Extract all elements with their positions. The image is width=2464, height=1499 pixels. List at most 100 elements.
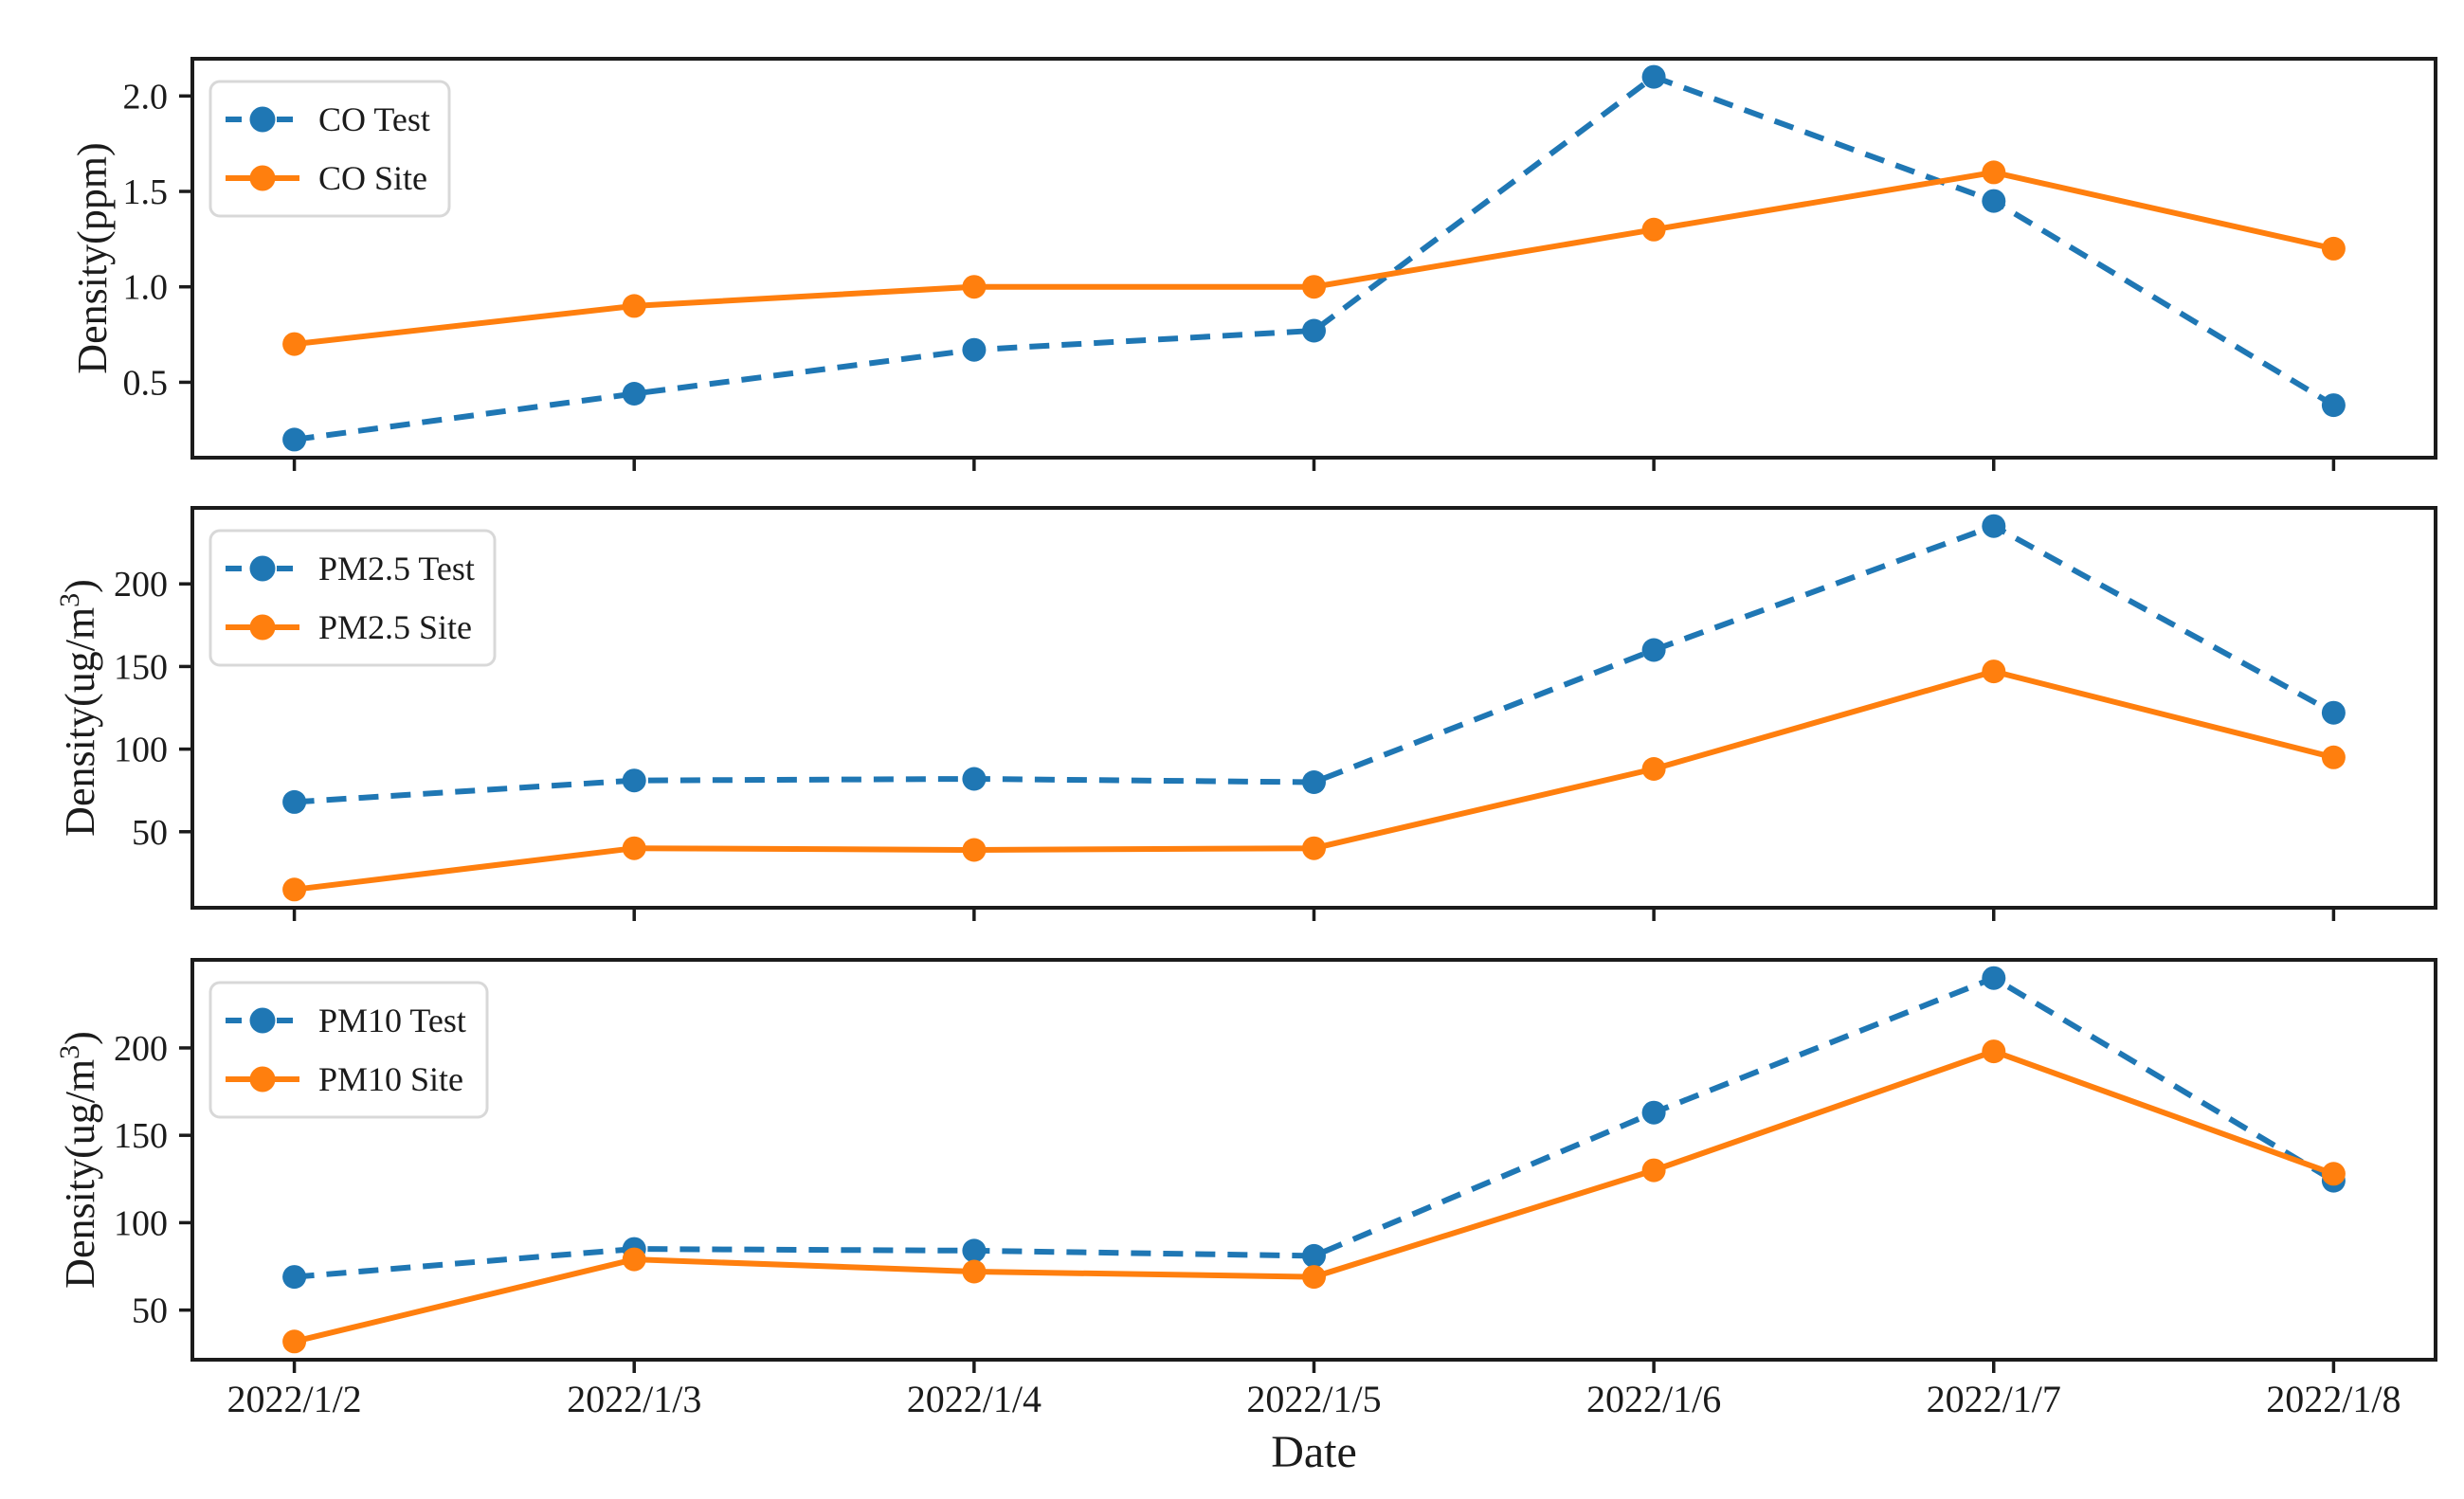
data-point-marker [962,1238,987,1263]
legend-label: CO Site [318,159,427,197]
data-point-marker [2321,1162,2346,1186]
data-point-marker [622,768,646,793]
data-point-marker [1302,318,1326,343]
co-test-line [294,73,2335,442]
x-tick-label: 2022/1/8 [2266,1378,2401,1420]
data-point-marker [1982,659,2006,684]
data-point-marker [282,1265,307,1290]
legend-item-pm10-site: PM10 Site [226,1060,463,1098]
y-tick-label: 150 [114,1116,168,1156]
y-tick-label: 1.5 [123,172,169,212]
legend-item-pm10-test: PM10 Test [226,1002,466,1039]
co-site-markers [282,160,2346,356]
data-point-marker [622,1247,646,1272]
data-point-marker [1641,217,1666,242]
data-point-marker [1302,770,1326,794]
data-point-marker [282,877,307,902]
plot-border [190,57,2437,460]
y-tick-label: 0.5 [123,363,169,403]
data-point-marker [282,789,307,814]
data-point-marker [1982,966,2006,990]
data-point-marker [1982,1039,2006,1064]
pm10-test-markers [282,966,2346,1290]
data-point-marker [622,382,646,406]
pm10-y-axis-label: Density(ug/m3) [54,1031,103,1289]
legend-label: PM10 Test [318,1002,466,1039]
co-site-line [294,169,2335,348]
legend-item-co-test: CO Test [226,100,430,138]
x-tick-label: 2022/1/2 [226,1378,361,1420]
data-point-marker [1641,638,1666,662]
x-tick-label: 2022/1/4 [907,1378,1042,1420]
data-point-marker [962,767,987,791]
data-point-marker [282,427,307,452]
legend-box [208,529,497,667]
co-test-markers [282,64,2346,452]
legend-sample-marker [249,165,276,191]
legend-item-pm2-5-site: PM2.5 Site [226,608,472,646]
legend-box [208,981,489,1119]
data-point-marker [962,275,987,299]
legend-sample-marker [249,1007,276,1034]
data-point-marker [2321,393,2346,418]
y-tick-label: 200 [114,565,168,605]
x-tick-label: 2022/1/3 [567,1378,701,1420]
plot-border [190,958,2437,1362]
pm10-site-markers [282,1039,2346,1354]
co-y-axis-label: Density(ppm) [69,142,116,373]
pm2-5-site-markers [282,659,2346,902]
legend-label: PM10 Site [318,1060,463,1098]
x-axis-title: Date [1271,1427,1357,1477]
y-tick-label: 2.0 [123,77,169,117]
legend-label: CO Test [318,100,430,138]
data-point-marker [622,294,646,318]
data-point-marker [1641,1100,1666,1125]
legend-label: PM2.5 Site [318,608,472,646]
co-legend: CO Test CO Site [208,80,451,218]
data-point-marker [1302,275,1326,299]
data-point-marker [962,1259,987,1284]
pm10-site-line [293,1048,2335,1345]
data-point-marker [962,838,987,862]
data-point-marker [1982,514,2006,538]
data-point-marker [1302,1243,1326,1268]
pm25-y-axis-label: Density(ug/m3) [54,579,103,837]
data-point-marker [2321,745,2346,769]
data-point-marker [2321,236,2346,261]
legend-sample-marker [249,614,276,641]
data-point-marker [962,337,987,362]
y-tick-label: 50 [132,813,168,853]
data-point-marker [622,836,646,860]
y-tick-label: 100 [114,1203,168,1243]
pm10-subplot: 50 100 150 200 2022/1/2 2022/1/3 2022/1/4 2022/… [54,958,2437,1420]
data-point-marker [2321,700,2346,725]
legend-sample-marker [249,106,276,133]
pm10-legend: PM10 Test PM10 Site [208,981,489,1119]
legend-sample-marker [249,1066,276,1093]
x-tick-label: 2022/1/5 [1246,1378,1381,1420]
pm2-5-test-line [294,522,2335,805]
legend-sample-marker [249,555,276,582]
data-point-marker [1641,757,1666,781]
pm10-test-line [294,974,2335,1280]
x-tick-label: 2022/1/7 [1927,1378,2061,1420]
y-tick-label: 150 [114,647,168,687]
y-tick-label: 100 [114,731,168,770]
data-point-marker [282,332,307,356]
data-point-marker [1302,836,1326,860]
pm25-legend: PM2.5 Test PM2.5 Site [208,529,497,667]
data-point-marker [1302,1265,1326,1290]
data-point-marker [1982,189,2006,213]
legend-item-pm2-5-test: PM2.5 Test [226,550,475,587]
data-point-marker [1641,1158,1666,1183]
legend-item-co-site: CO Site [226,159,427,197]
y-tick-label: 50 [132,1291,168,1331]
y-tick-label: 200 [114,1029,168,1069]
pm2-5-test-markers [282,514,2346,814]
data-point-marker [1982,160,2006,185]
x-tick-label: 2022/1/6 [1586,1378,1721,1420]
